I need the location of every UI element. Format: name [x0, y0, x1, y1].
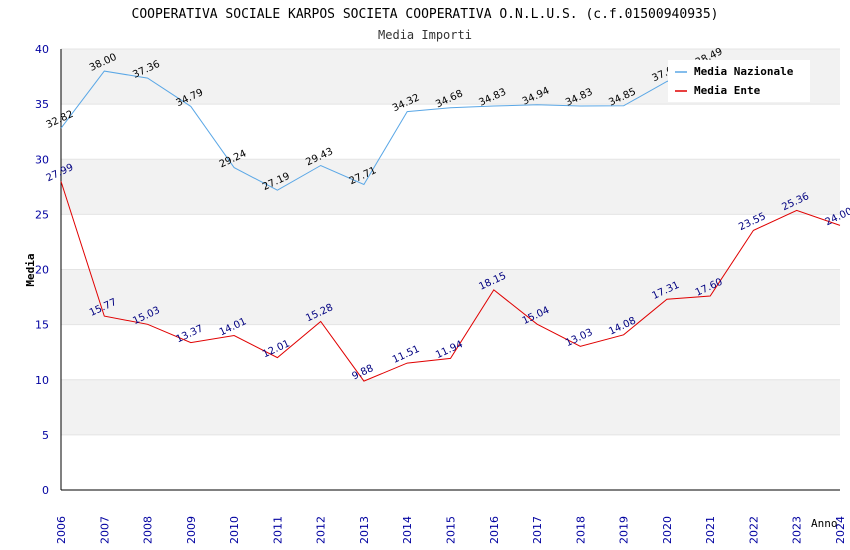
plot-background-bands — [61, 49, 840, 490]
legend-label-ente: Media Ente — [694, 84, 761, 97]
band — [61, 269, 840, 325]
y-axis-title: Media — [24, 253, 37, 286]
y-tick-label: 0 — [42, 484, 49, 497]
band — [61, 324, 840, 380]
y-tick-label: 20 — [35, 264, 49, 277]
band — [61, 104, 840, 160]
y-tick-label: 5 — [42, 429, 49, 442]
series-line-media-nazionale — [60, 65, 711, 191]
y-tick-label: 35 — [35, 98, 49, 111]
band — [61, 214, 840, 270]
y-tick-labels: 0 5 10 15 20 25 30 35 40 — [35, 43, 49, 497]
x-axis-title: Anno — [811, 517, 838, 530]
x-tick-label: 2011 — [271, 516, 284, 544]
legend-box — [668, 60, 810, 102]
x-tick-label: 2018 — [574, 516, 587, 544]
x-tick-label: 2023 — [791, 516, 804, 544]
y-tick-label: 15 — [35, 319, 49, 332]
x-tick-label: 2020 — [661, 516, 674, 544]
band — [61, 434, 840, 490]
x-tick-label: 2010 — [228, 516, 241, 544]
x-tick-label: 2006 — [55, 516, 68, 544]
x-tick-label: 2014 — [401, 516, 414, 544]
x-tick-label: 2021 — [704, 516, 717, 544]
y-tick-label: 40 — [35, 43, 49, 56]
legend: Media Nazionale Media Ente — [668, 60, 810, 102]
series-lines — [60, 65, 841, 382]
y-tick-label: 30 — [35, 153, 49, 166]
x-tick-label: 2019 — [618, 516, 631, 544]
x-tick-label: 2007 — [98, 516, 111, 544]
band — [61, 379, 840, 435]
y-tick-label: 25 — [35, 208, 49, 221]
x-tick-label: 2017 — [531, 516, 544, 544]
x-tick-labels: 2006 2007 2008 2009 2010 2011 2012 2013 2014 2015… — [55, 516, 847, 544]
series-line-media-ente — [60, 181, 841, 382]
x-tick-label: 2013 — [358, 516, 371, 544]
x-tick-label: 2008 — [142, 516, 155, 544]
legend-label-nazionale: Media Nazionale — [694, 65, 794, 78]
x-tick-label: 2012 — [315, 516, 328, 544]
x-tick-label: 2016 — [488, 516, 501, 544]
x-tick-label: 2015 — [445, 516, 458, 544]
x-tick-label: 2024 — [834, 516, 847, 544]
x-tick-label: 2022 — [747, 516, 760, 544]
x-tick-label: 2009 — [185, 516, 198, 544]
chart-title: COOPERATIVA SOCIALE KARPOS SOCIETA COOPE… — [132, 7, 719, 22]
y-tick-label: 10 — [35, 374, 49, 387]
band — [61, 159, 840, 215]
chart-subtitle: Media Importi — [378, 28, 472, 42]
